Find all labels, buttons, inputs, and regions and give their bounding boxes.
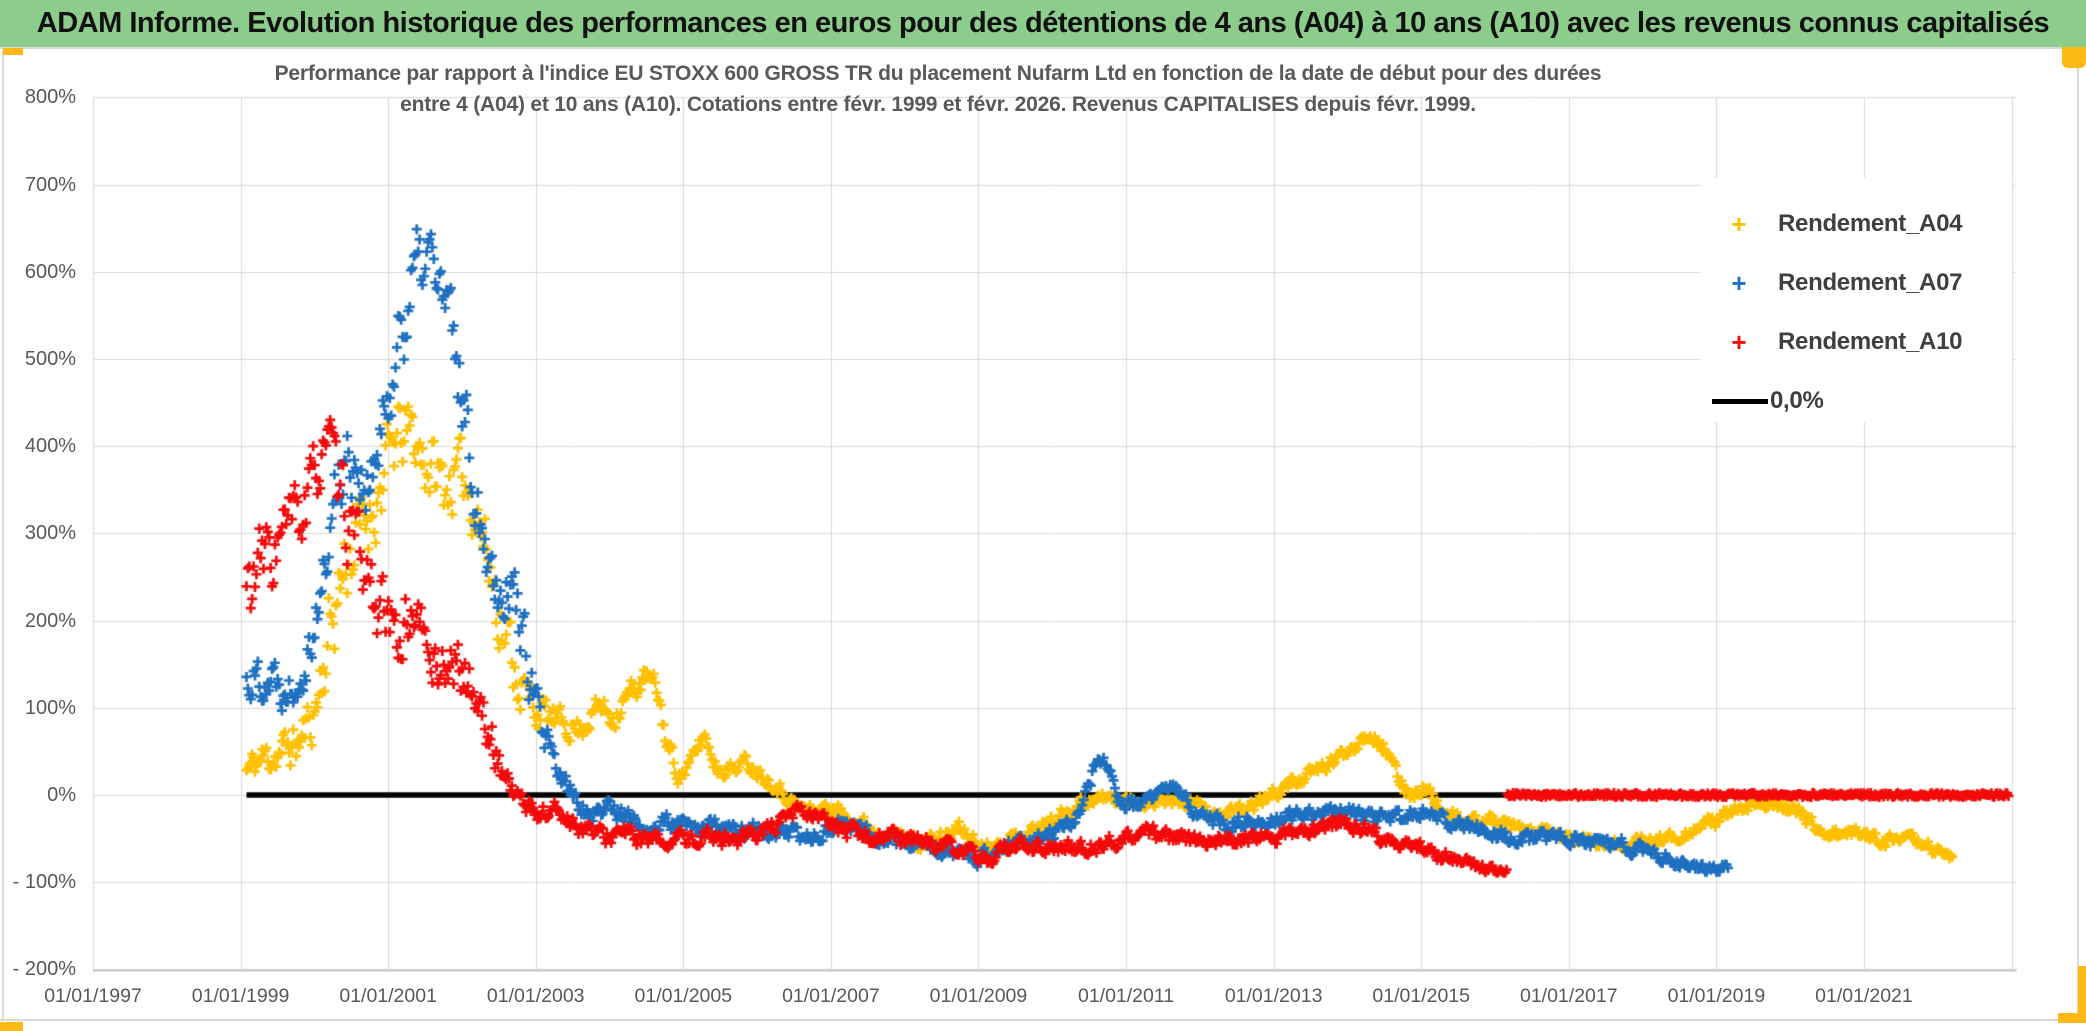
y-axis-label: 700%: [24, 173, 76, 196]
y-axis-label: 0%: [47, 784, 76, 806]
y-axis-label: 100%: [24, 696, 76, 719]
x-axis-label: 01/01/2011: [1077, 985, 1175, 1007]
x-axis-label: 01/01/1999: [191, 985, 290, 1007]
y-axis-label: 400%: [24, 435, 76, 458]
chart-subtitle-line1: Performance par rapport à l'indice EU ST…: [274, 62, 1602, 85]
y-axis-label: 500%: [24, 348, 76, 370]
chart-subtitle-line2: entre 4 (A04) et 10 ans (A10). Cotations…: [400, 93, 1476, 116]
plus-marker-icon: +: [1731, 327, 1747, 357]
x-axis-label: 01/01/2013: [1224, 985, 1323, 1007]
x-axis-label: 01/01/2009: [929, 985, 1028, 1007]
legend-label: Rendement_A10: [1778, 328, 1963, 355]
legend[interactable]: + Rendement_A04 + Rendement_A07 + Rendement_A…: [1700, 178, 2012, 422]
x-axis-label: 01/01/2003: [486, 985, 585, 1007]
legend-item-0-0-[interactable]: 0,0%: [1700, 373, 2012, 429]
x-axis-label: 01/01/2015: [1372, 985, 1471, 1007]
x-axis-label: 01/01/2005: [634, 985, 733, 1007]
x-axis-label: 01/01/1997: [44, 985, 142, 1007]
legend-item-rendement-a10[interactable]: + Rendement_A10: [1700, 314, 2012, 370]
legend-label: Rendement_A04: [1778, 210, 1963, 237]
plus-marker-icon: +: [1731, 209, 1747, 239]
x-axis-label: 01/01/2021: [1815, 985, 1913, 1007]
x-axis-label: 01/01/2007: [782, 985, 880, 1007]
legend-label: Rendement_A07: [1778, 269, 1963, 296]
y-axis-label: 600%: [24, 260, 76, 283]
x-axis-label: 01/01/2001: [339, 985, 437, 1007]
y-axis-label: 800%: [24, 86, 76, 109]
y-axis-label: 200%: [24, 609, 76, 632]
legend-item-rendement-a07[interactable]: + Rendement_A07: [1700, 255, 2012, 311]
y-axis-label: - 200%: [12, 958, 76, 981]
y-axis-label: - 100%: [12, 871, 76, 894]
x-axis-label: 01/01/2019: [1667, 985, 1766, 1007]
plus-marker-icon: +: [1731, 268, 1747, 298]
chart-subtitle: Performance par rapport à l'indice EU ST…: [93, 58, 1783, 120]
line-swatch-icon: [1712, 398, 1768, 404]
legend-item-rendement-a04[interactable]: + Rendement_A04: [1700, 196, 2012, 252]
legend-label: 0,0%: [1770, 387, 1824, 414]
y-axis-label: 300%: [24, 522, 76, 545]
x-axis-label: 01/01/2017: [1519, 985, 1618, 1007]
